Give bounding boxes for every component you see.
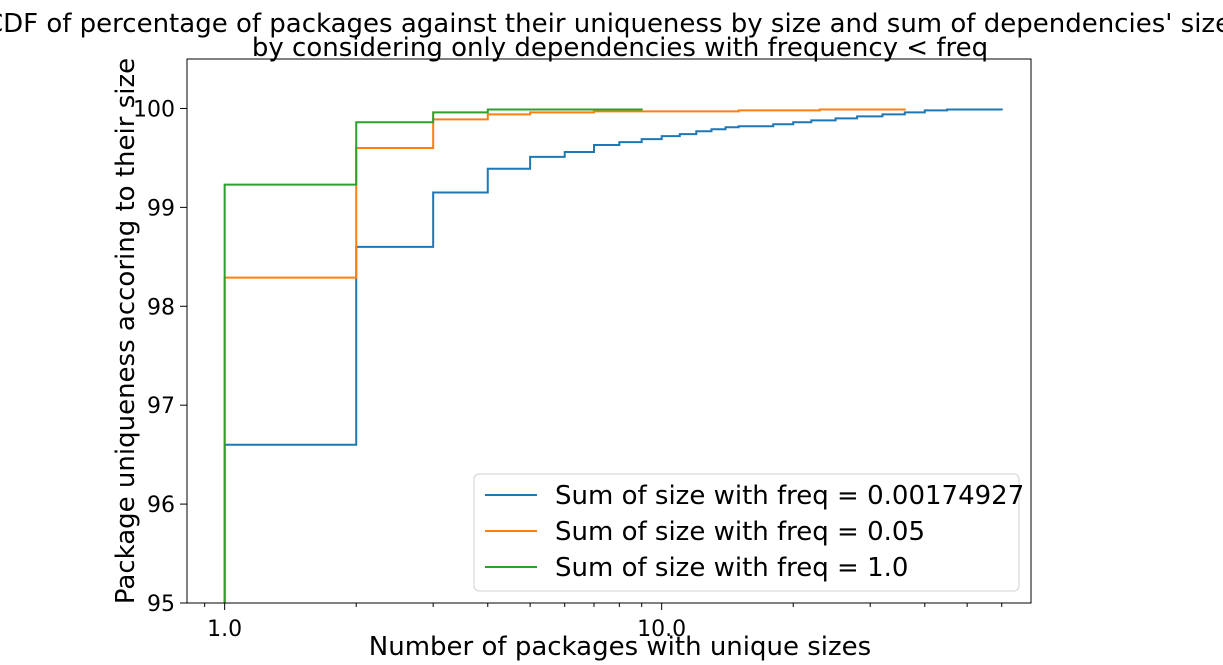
legend-label-1: Sum of size with freq = 0.00174927 bbox=[555, 481, 1024, 511]
y-tick-label: 99 bbox=[147, 196, 175, 221]
legend-label-3: Sum of size with freq = 1.0 bbox=[555, 553, 908, 583]
y-axis-label: Package uniqueness accoring to their siz… bbox=[111, 58, 141, 604]
y-tick-label: 98 bbox=[147, 295, 175, 320]
y-tick-label: 96 bbox=[147, 493, 175, 518]
legend: Sum of size with freq = 0.00174927 Sum of… bbox=[473, 473, 1024, 592]
chart-title-line-2: by considering only dependencies with fr… bbox=[252, 33, 988, 63]
legend-label-2: Sum of size with freq = 0.05 bbox=[555, 517, 925, 547]
y-tick-label: 97 bbox=[147, 394, 175, 419]
y-tick-label: 100 bbox=[133, 97, 175, 122]
series-line-1 bbox=[223, 108, 1003, 603]
y-tick-label: 95 bbox=[147, 592, 175, 617]
x-tick-label: 1.0 bbox=[207, 617, 242, 642]
series-line-3 bbox=[223, 108, 643, 603]
plot-area: 95 96 97 98 99 100 1.0 10.0 bbox=[133, 58, 1032, 642]
x-tick-label: 10.0 bbox=[637, 617, 686, 642]
axes-frame bbox=[186, 58, 1032, 604]
x-axis-label: Number of packages with unique sizes bbox=[369, 632, 871, 662]
legend-frame bbox=[473, 473, 1020, 592]
chart-title-line-1: CDF of percentage of packages against th… bbox=[0, 9, 1223, 39]
